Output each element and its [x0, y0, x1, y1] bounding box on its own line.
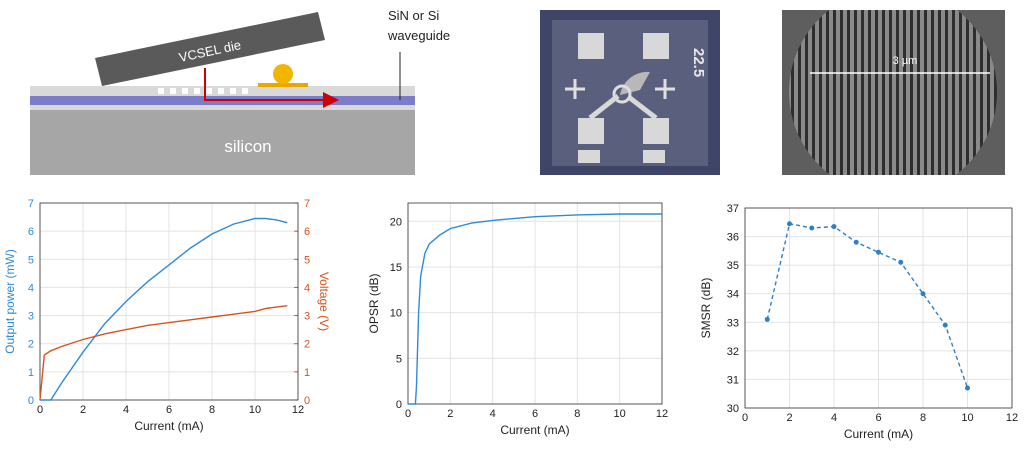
waveguide-label: waveguide: [387, 28, 450, 43]
series-line: [40, 219, 287, 401]
x-tick-label: 6: [166, 404, 172, 416]
y-tick-label: 6: [28, 226, 34, 238]
data-point: [943, 323, 948, 328]
x-tick-label: 0: [742, 412, 748, 424]
x-tick-label: 0: [405, 408, 411, 420]
data-point: [965, 386, 970, 391]
y-tick-label: 15: [390, 262, 402, 274]
y2-tick-label: 5: [304, 254, 310, 266]
x-axis-label: Current (mA): [134, 419, 203, 433]
y-tick-label: 20: [390, 216, 402, 228]
x-tick-label: 12: [656, 408, 668, 420]
data-point: [832, 224, 837, 229]
y-tick-label: 4: [28, 282, 34, 294]
x-tick-label: 2: [786, 412, 792, 424]
data-point: [854, 240, 859, 245]
data-point: [921, 291, 926, 296]
solder-ball: [273, 64, 293, 84]
y2-tick-label: 2: [304, 339, 310, 351]
y2-tick-label: 7: [304, 198, 310, 210]
x-axis-label: Current (mA): [500, 423, 569, 437]
x-tick-label: 10: [614, 408, 626, 420]
y-axis-label: Output power (mW): [3, 249, 17, 354]
y-tick-label: 0: [28, 395, 34, 407]
y-tick-label: 36: [727, 232, 739, 244]
chip-photo: 22.5: [540, 10, 720, 175]
y-tick-label: 37: [727, 203, 739, 215]
y-axis-label: OPSR (dB): [367, 273, 381, 333]
x-tick-label: 2: [80, 404, 86, 416]
x-tick-label: 4: [123, 404, 129, 416]
y-tick-label: 5: [28, 254, 34, 266]
substrate-label: silicon: [224, 137, 271, 156]
y-tick-label: 3: [28, 311, 34, 323]
y-tick-label: 30: [727, 403, 739, 415]
y-tick-label: 32: [727, 346, 739, 358]
x-tick-label: 8: [574, 408, 580, 420]
y-tick-label: 33: [727, 317, 739, 329]
y-tick-label: 1: [28, 367, 34, 379]
sem-image: 3 µm: [782, 10, 1005, 175]
y2-tick-label: 6: [304, 226, 310, 238]
x-tick-label: 4: [490, 408, 496, 420]
x-tick-label: 4: [831, 412, 837, 424]
x-axis-label: Current (mA): [844, 427, 913, 441]
data-point: [787, 221, 792, 226]
x-tick-label: 12: [292, 404, 304, 416]
x-tick-label: 8: [209, 404, 215, 416]
y-axis-label: SMSR (dB): [699, 278, 713, 339]
y-tick-label: 2: [28, 339, 34, 351]
y-tick-label: 35: [727, 260, 739, 272]
y-tick-label: 0: [396, 399, 402, 411]
series-line: [40, 306, 287, 400]
figure: VCSEL die SiN or Si waveguide silicon 22…: [0, 0, 1026, 444]
x-tick-label: 10: [249, 404, 261, 416]
y2-tick-label: 0: [304, 395, 310, 407]
chip-marking: 22.5: [690, 48, 707, 77]
x-tick-label: 2: [447, 408, 453, 420]
data-point: [765, 317, 770, 322]
x-tick-label: 8: [920, 412, 926, 424]
y-tick-label: 10: [390, 308, 402, 320]
waveguide-label: SiN or Si: [388, 8, 439, 23]
y-tick-label: 5: [396, 353, 402, 365]
cross-section-diagram: VCSEL die SiN or Si waveguide silicon: [30, 8, 450, 175]
scale-label: 3 µm: [893, 55, 918, 67]
y-tick-label: 31: [727, 374, 739, 386]
x-tick-label: 10: [961, 412, 973, 424]
y2-tick-label: 4: [304, 282, 310, 294]
y2-tick-label: 1: [304, 367, 310, 379]
series-line: [767, 224, 967, 388]
y-tick-label: 34: [727, 289, 739, 301]
data-point: [876, 250, 881, 255]
data-point: [809, 226, 814, 231]
substrate: [30, 110, 415, 175]
y2-tick-label: 3: [304, 311, 310, 323]
x-tick-label: 0: [37, 404, 43, 416]
data-point: [898, 260, 903, 265]
x-tick-label: 6: [532, 408, 538, 420]
y2-axis-label: Voltage (V): [317, 272, 331, 331]
y-tick-label: 7: [28, 198, 34, 210]
x-tick-label: 6: [875, 412, 881, 424]
x-tick-label: 12: [1006, 412, 1018, 424]
